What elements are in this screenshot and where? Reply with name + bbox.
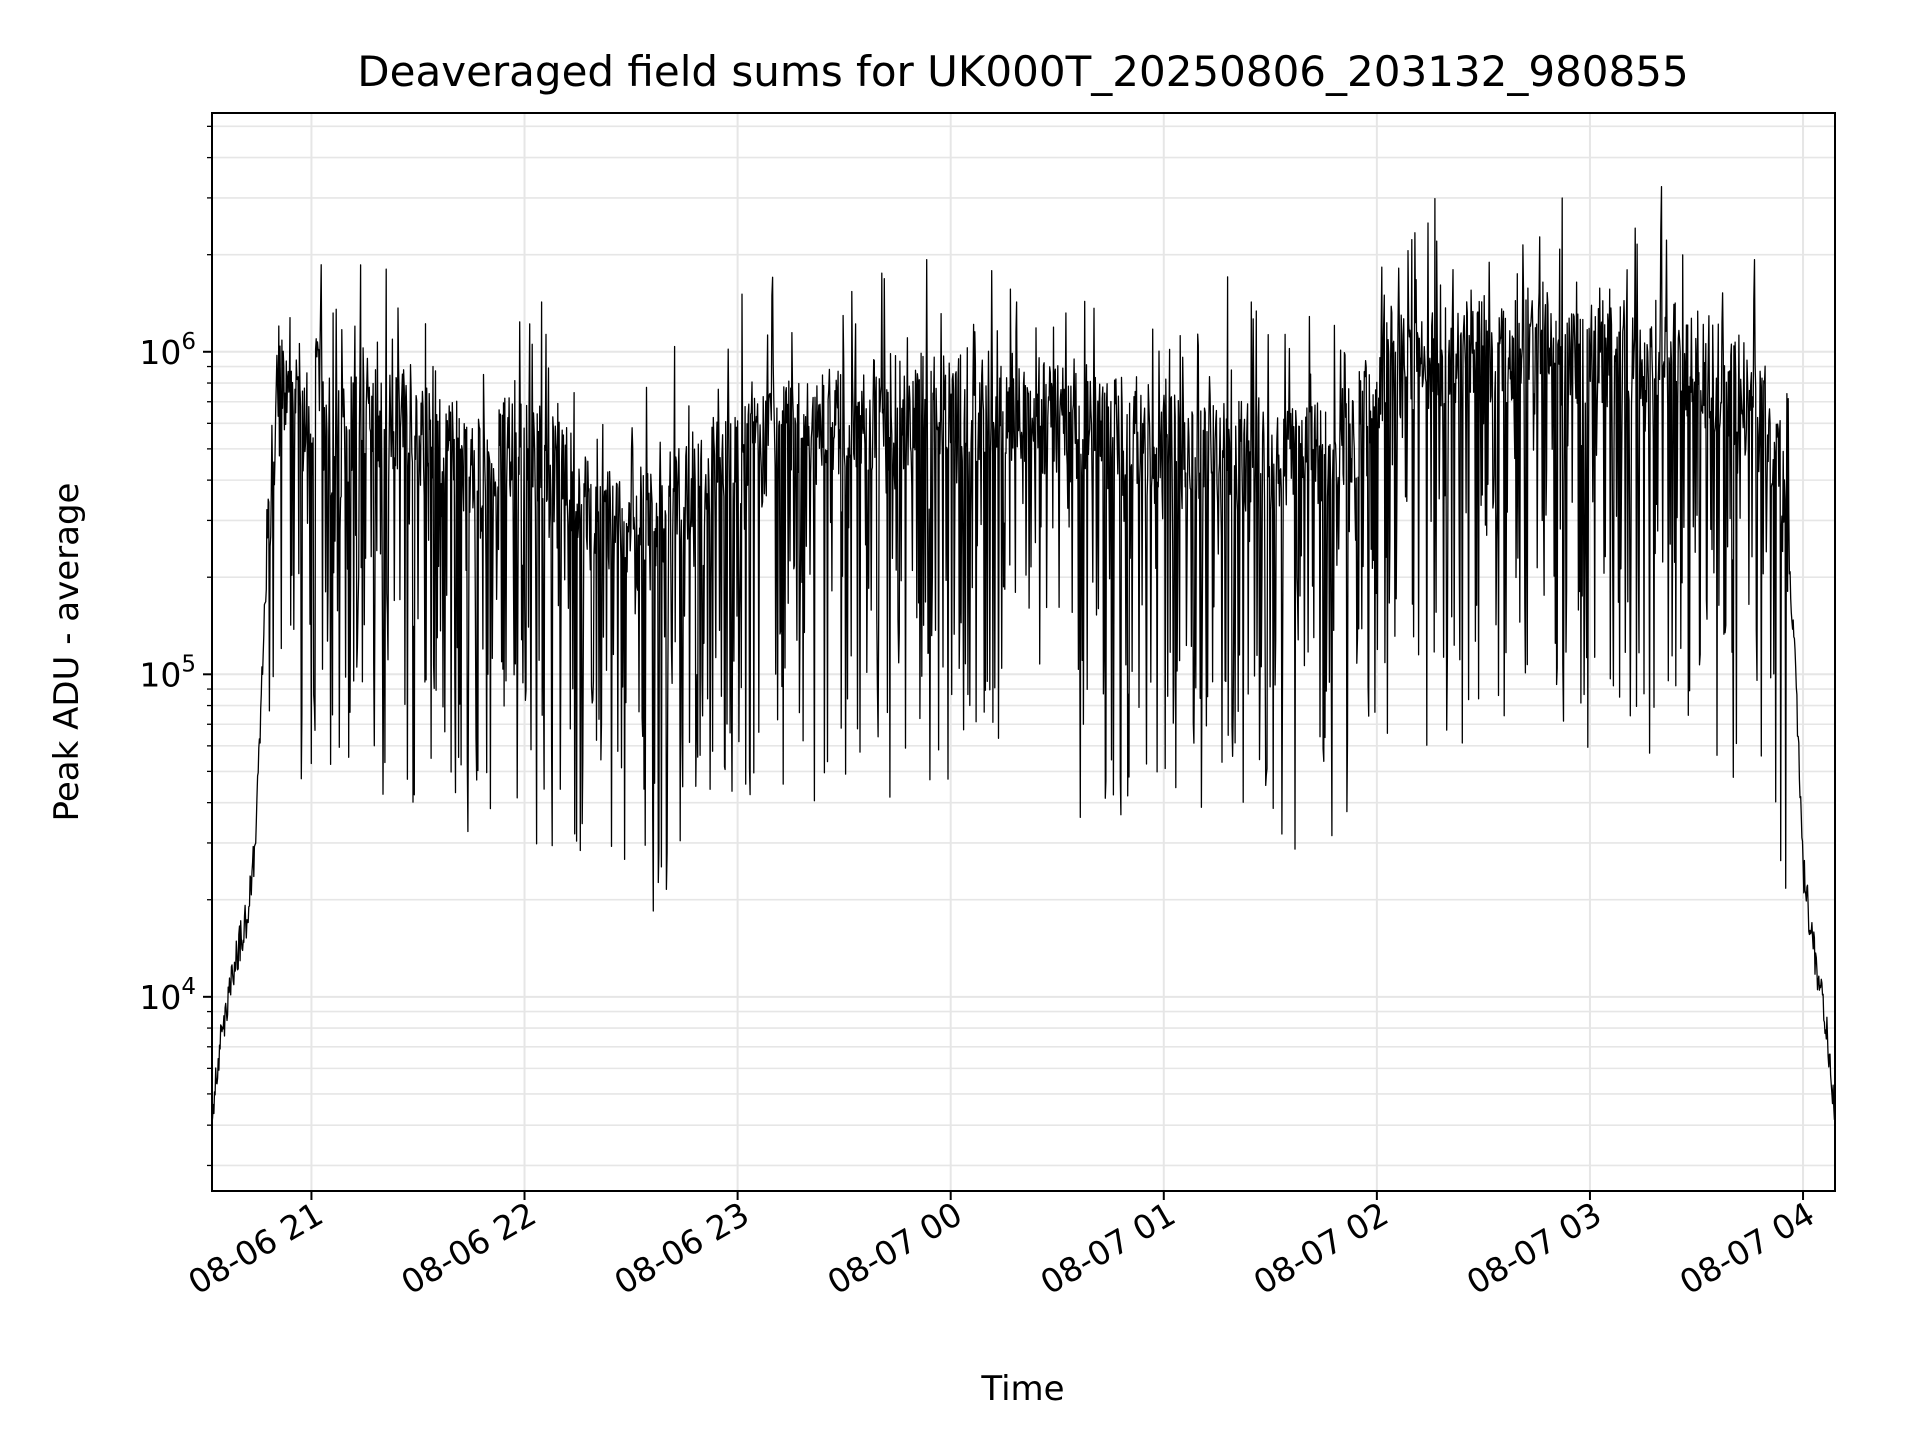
y-tick-label: 106 bbox=[139, 329, 196, 372]
y-axis-label: Peak ADU - average bbox=[47, 483, 87, 822]
y-tick-label: 105 bbox=[139, 651, 196, 694]
plot-frame bbox=[211, 112, 1836, 1192]
chart-title: Deaveraged field sums for UK000T_2025080… bbox=[357, 47, 1688, 96]
x-axis-label: Time bbox=[980, 1369, 1064, 1409]
y-tick-label: 104 bbox=[139, 974, 196, 1017]
series-line-0 bbox=[211, 185, 1836, 1124]
series-layer bbox=[211, 185, 1836, 1124]
